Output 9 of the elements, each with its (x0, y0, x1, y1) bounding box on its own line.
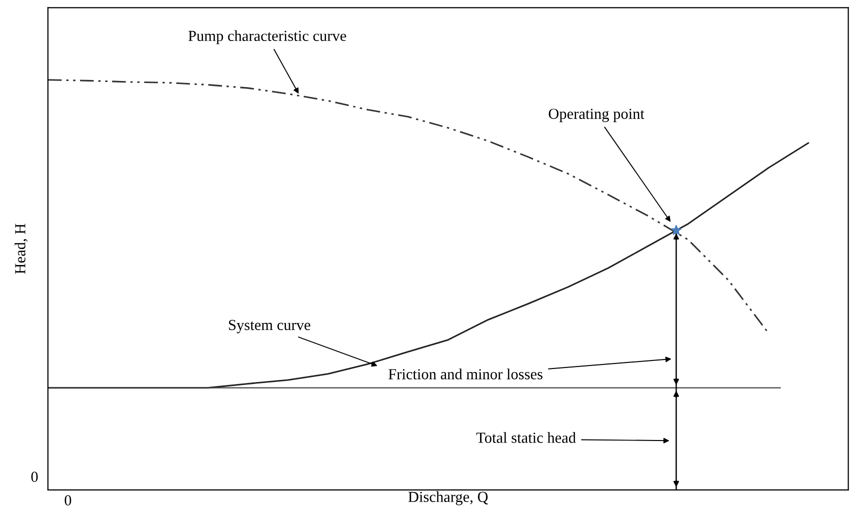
annotation: Operating point (548, 108, 644, 122)
text: 0 (31, 472, 38, 482)
annotation: Total static head (476, 432, 576, 443)
y-axis-title: Head, H (14, 224, 28, 274)
annotation: Friction and minor losses (388, 368, 542, 380)
text: Pump characteristic curve (188, 30, 346, 44)
x-axis-title: Discharge, Q (408, 491, 488, 506)
text: 0 (64, 495, 72, 506)
annotation: System curve (229, 320, 310, 334)
